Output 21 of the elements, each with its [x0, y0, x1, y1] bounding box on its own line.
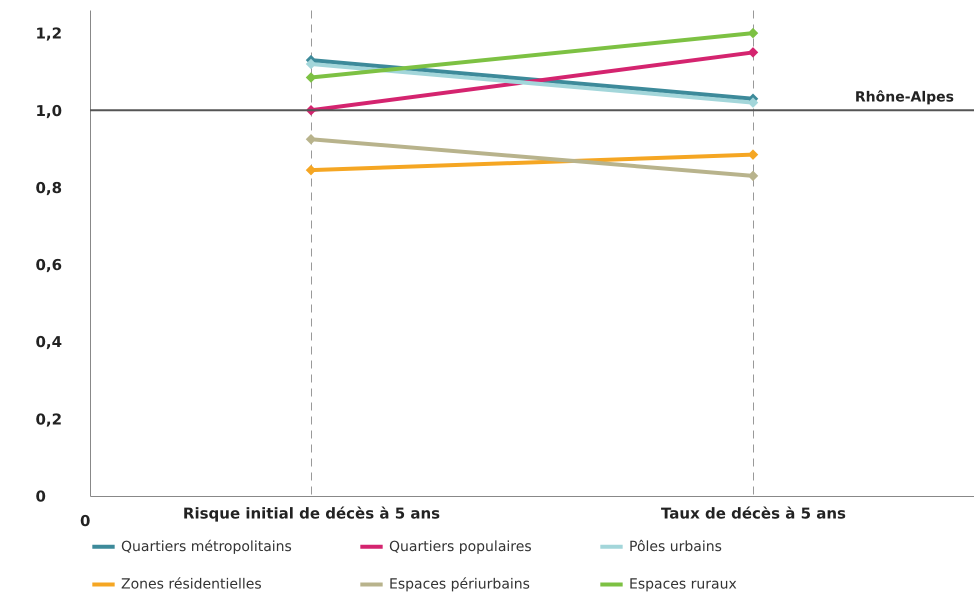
legend-label: Zones résidentielles	[121, 576, 262, 592]
legend-label: Espaces ruraux	[629, 576, 737, 592]
y-tick-label: 0,6	[36, 256, 62, 274]
y-tick-label: 0,4	[36, 333, 62, 352]
point	[306, 72, 316, 83]
legend-label: Quartiers populaires	[389, 538, 532, 555]
y-tick-label: 1,0	[36, 102, 62, 120]
x-tick-label: Taux de décès à 5 ans	[661, 504, 846, 522]
point	[306, 58, 316, 70]
y-tick-label: 1,2	[36, 24, 62, 43]
legend-label: Quartiers métropolitains	[121, 538, 292, 555]
y-tick-label: 0,2	[36, 410, 62, 428]
text: 0	[80, 512, 90, 530]
legend-label: Pôles urbains	[629, 538, 722, 555]
y-tick-label: 0	[36, 488, 46, 506]
point	[748, 97, 758, 108]
ref-line-label: Rhône-Alpes	[854, 89, 954, 106]
y-tick-label: 0,8	[36, 178, 62, 197]
legend-label: Espaces périurbains	[389, 576, 530, 592]
x-tick-label: Risque initial de décès à 5 ans	[182, 504, 440, 522]
point	[748, 47, 758, 58]
